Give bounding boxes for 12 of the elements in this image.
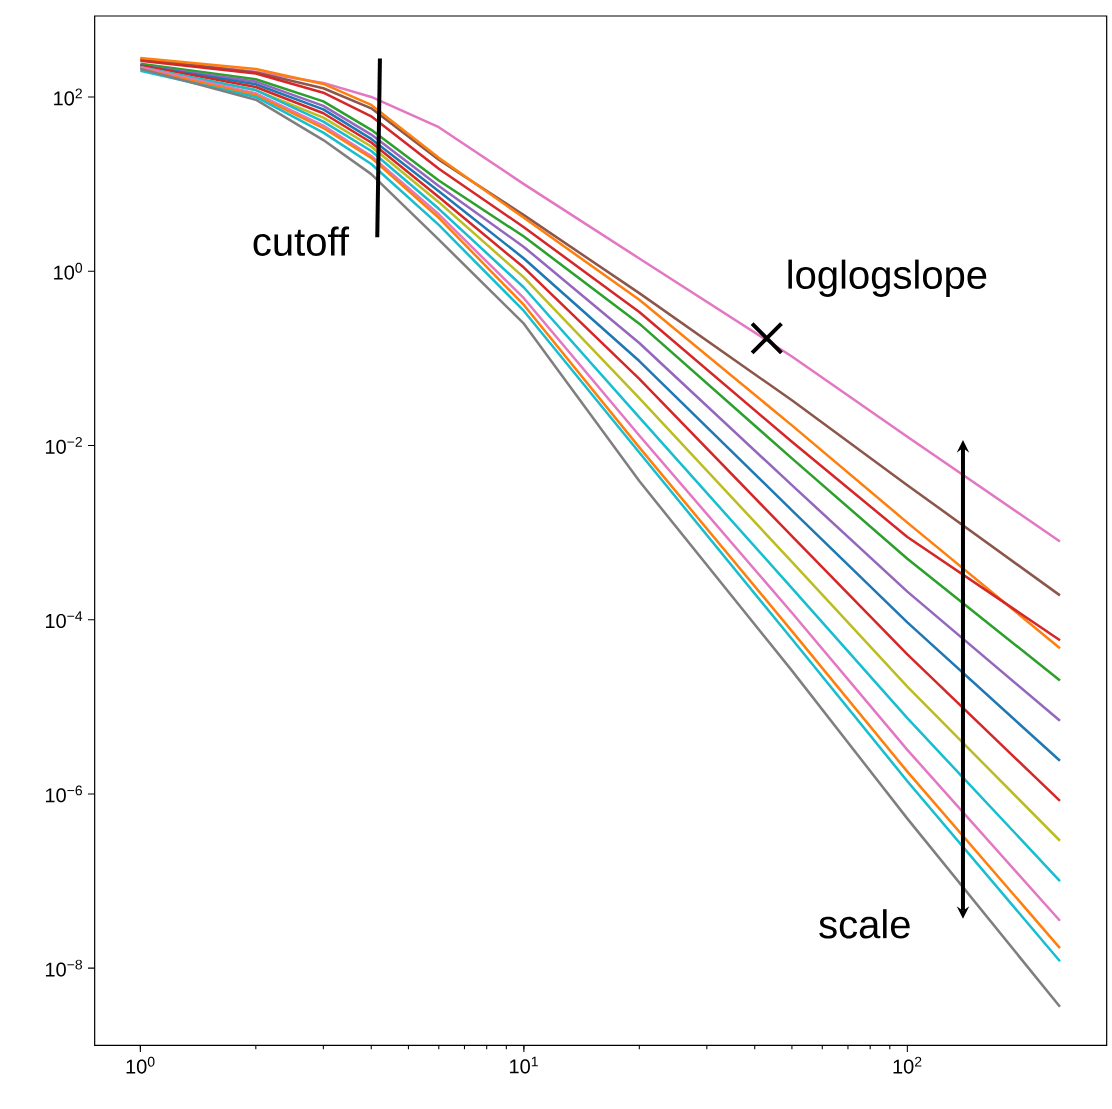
- y-tick-label: 10$^{2}$: [54, 88, 82, 106]
- y-tick-label: 10$^{−4}$: [45, 611, 83, 628]
- annotation: loglogslope: [788, 259, 987, 297]
- x-tick-label: 10$^{2}$: [893, 1056, 922, 1074]
- y-tick-label: 10$^{−2}$: [45, 436, 82, 454]
- y-tick-label: 10$^{0}$: [54, 262, 83, 280]
- annotation: scale: [819, 909, 910, 939]
- y-tick-label: 10$^{−6}$: [45, 785, 83, 803]
- y-tick-label: 10$^{−8}$: [45, 959, 83, 977]
- x-tick-label: 10$^{0}$: [126, 1056, 155, 1074]
- x-tick-label: 10$^{1}$: [510, 1056, 538, 1074]
- annotation: cutoff: [253, 226, 350, 256]
